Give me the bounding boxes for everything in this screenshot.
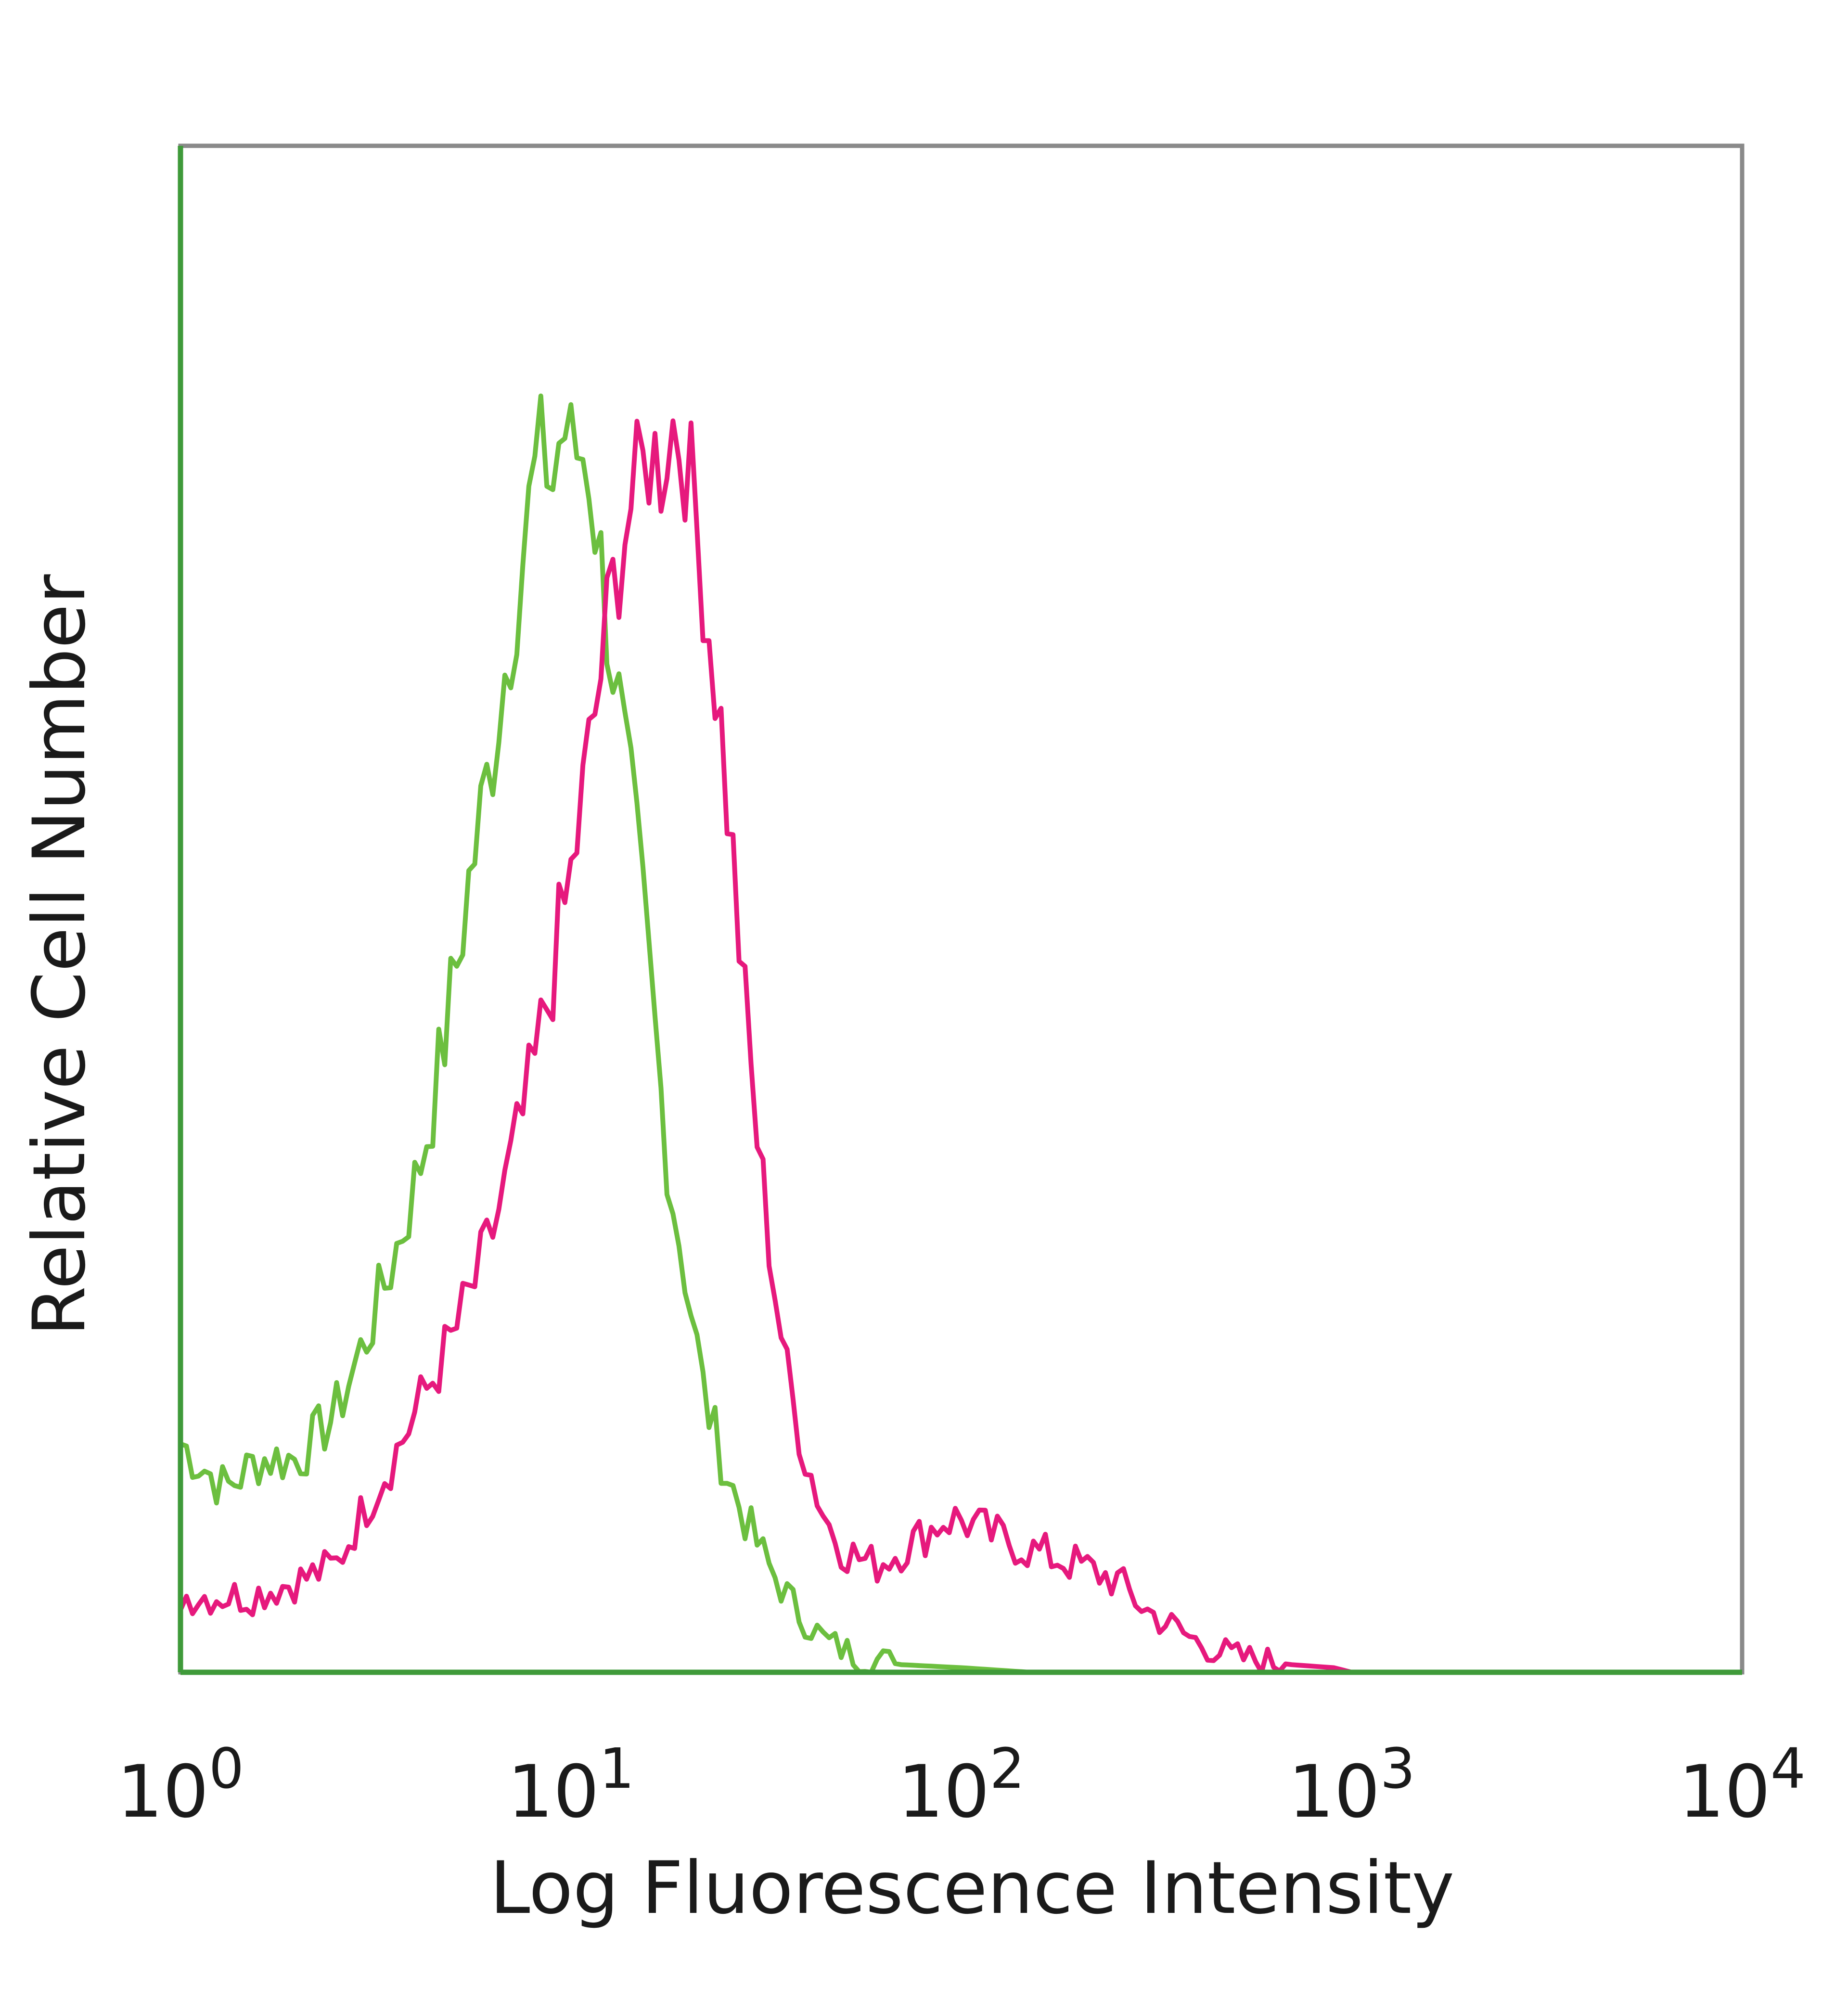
x-tick-labels: 100 101 102 103 104 bbox=[117, 1737, 1806, 1834]
x-tick-label-2: 102 bbox=[898, 1737, 1025, 1834]
y-axis-title: Relative Cell Number bbox=[18, 574, 102, 1336]
x-tick-label-4: 104 bbox=[1679, 1737, 1806, 1834]
x-tick-label-0: 100 bbox=[117, 1737, 244, 1834]
x-tick-label-1: 101 bbox=[507, 1737, 634, 1834]
x-tick-label-3: 103 bbox=[1288, 1737, 1415, 1834]
x-axis-title: Log Fluorescence Intensity bbox=[490, 1846, 1454, 1930]
